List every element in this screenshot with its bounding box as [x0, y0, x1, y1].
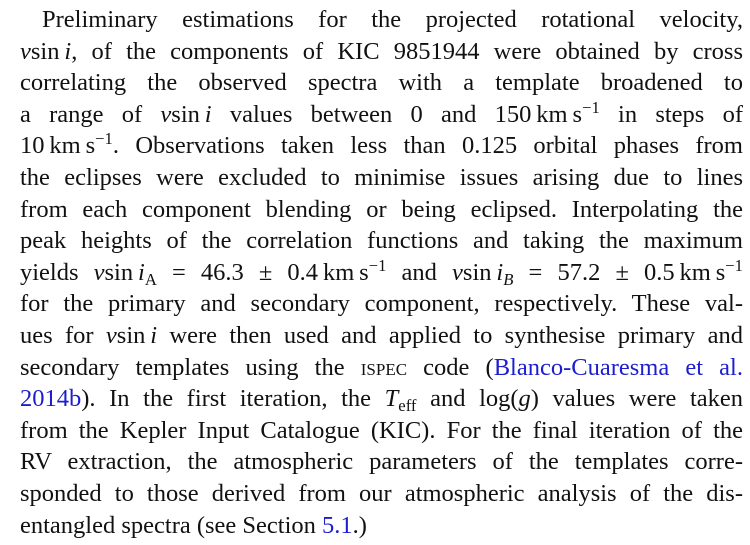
text-line: ues for vsin i were then used and applie…	[20, 320, 743, 352]
text-run: entangled spectra (see Section	[20, 511, 323, 539]
superscript: −1	[582, 97, 600, 117]
math-italic: i	[138, 258, 145, 286]
text-run: ues for	[20, 321, 106, 349]
text-run: Preliminary estimations for the projecte…	[42, 6, 743, 33]
text-run: . Observations taken less than 0.125 orb…	[112, 132, 743, 160]
text-run: for the primary and secondary component,…	[20, 290, 743, 318]
math-italic: i	[64, 37, 72, 65]
text-line: from the Kepler Input Catalogue (KIC). F…	[20, 415, 743, 447]
superscript: −1	[95, 129, 113, 149]
text-run: and log(	[416, 385, 519, 413]
text-line: from each component blending or being ec…	[20, 194, 743, 226]
text-line: Preliminary estimations for the projecte…	[20, 4, 743, 36]
math-italic: i	[204, 100, 212, 128]
text-line: secondary templates using the ispec code…	[20, 352, 743, 384]
text-run: = 46.3 ± 0.4 km s	[156, 258, 369, 286]
text-run: sin	[171, 100, 205, 128]
text-run: 10 km s	[20, 132, 96, 160]
text-line: RV extraction, the atmospheric parameter…	[20, 446, 743, 478]
text-run: ) values were taken	[530, 385, 744, 413]
text-run: ). In the first iteration, the	[81, 385, 385, 413]
small-caps-name: ispec	[360, 353, 408, 381]
text-run: .)	[352, 511, 367, 539]
math-italic: v	[160, 100, 172, 128]
superscript: −1	[725, 255, 744, 275]
math-italic: i	[496, 258, 504, 286]
citation-link[interactable]: 5.1	[322, 511, 353, 539]
text-run: the eclipses were excluded to minimise i…	[20, 163, 743, 191]
text-run: = 57.2 ± 0.5 km s	[513, 258, 726, 286]
text-run: secondary templates using the	[20, 353, 361, 381]
math-italic: g	[518, 385, 531, 413]
math-italic: v	[105, 321, 117, 349]
text-run: , of the components of KIC 9851944 were …	[71, 37, 743, 65]
text-line: entangled spectra (see Section 5.1.)	[20, 510, 743, 542]
text-run: in steps of	[599, 100, 743, 128]
math-italic: T	[384, 385, 399, 413]
math-italic: i	[150, 321, 158, 349]
text-run: sin	[104, 258, 139, 286]
text-line: vsin i, of the components of KIC 9851944…	[20, 36, 743, 68]
text-run: correlating the observed spectra with a …	[20, 69, 743, 97]
text-line: for the primary and secondary component,…	[20, 288, 743, 320]
citation-link[interactable]: Blanco-Cuaresma et al.	[493, 353, 743, 381]
text-run: sponded to those derived from our atmosp…	[20, 479, 743, 507]
text-run: values between 0 and 150 km s	[211, 100, 583, 128]
text-run: and	[386, 258, 453, 286]
superscript: −1	[368, 255, 387, 275]
text-line: 2014b). In the first iteration, the Teff…	[20, 383, 743, 415]
subscript: eff	[398, 396, 417, 416]
text-run: sin	[462, 258, 497, 286]
text-run: from the Kepler Input Catalogue (KIC). F…	[20, 416, 743, 444]
text-line: peak heights of the correlation function…	[20, 225, 743, 257]
subscript: A	[144, 269, 157, 289]
math-italic: v	[20, 37, 31, 65]
text-run: were then used and applied to synthesise…	[157, 321, 743, 349]
text-run: code (	[407, 353, 494, 381]
text-run: sin	[116, 321, 151, 349]
math-italic: v	[452, 258, 463, 286]
text-run: RV extraction, the atmospheric parameter…	[20, 448, 743, 476]
text-run: peak heights of the correlation function…	[20, 227, 743, 255]
body-paragraph: Preliminary estimations for the projecte…	[20, 4, 743, 541]
text-run: from each component blending or being ec…	[20, 195, 743, 223]
text-run: a range of	[20, 100, 161, 128]
text-line: a range of vsin i values between 0 and 1…	[20, 99, 743, 131]
text-line: yields vsin iA = 46.3 ± 0.4 km s−1 and v…	[20, 257, 743, 289]
text-run: sin	[30, 37, 65, 65]
math-italic: v	[93, 258, 105, 286]
subscript: B	[503, 269, 514, 289]
text-run: yields	[20, 258, 94, 286]
text-line: correlating the observed spectra with a …	[20, 67, 743, 99]
text-line: the eclipses were excluded to minimise i…	[20, 162, 743, 194]
text-line: 10 km s−1. Observations taken less than …	[20, 130, 743, 162]
text-line: sponded to those derived from our atmosp…	[20, 478, 743, 510]
citation-link[interactable]: 2014b	[20, 385, 82, 413]
